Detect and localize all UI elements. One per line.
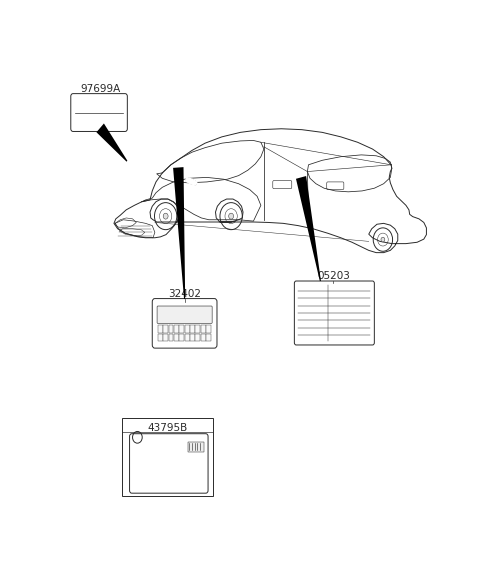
- Bar: [158, 333, 163, 342]
- Polygon shape: [173, 167, 185, 299]
- Bar: [201, 333, 205, 342]
- Bar: [168, 325, 173, 333]
- FancyBboxPatch shape: [130, 433, 208, 493]
- Text: 05203: 05203: [317, 270, 350, 281]
- Circle shape: [163, 213, 168, 219]
- Circle shape: [381, 238, 385, 242]
- Bar: [206, 333, 211, 342]
- Polygon shape: [296, 176, 321, 281]
- FancyBboxPatch shape: [327, 182, 344, 190]
- Polygon shape: [186, 177, 197, 185]
- Text: 32402: 32402: [168, 290, 201, 300]
- Bar: [179, 325, 184, 333]
- Bar: [185, 333, 190, 342]
- FancyBboxPatch shape: [273, 181, 292, 189]
- FancyBboxPatch shape: [294, 281, 374, 345]
- Text: 43795B: 43795B: [148, 423, 188, 433]
- Bar: [195, 333, 200, 342]
- Bar: [163, 325, 168, 333]
- Bar: [174, 325, 179, 333]
- FancyBboxPatch shape: [71, 94, 127, 132]
- Text: 97699A: 97699A: [81, 84, 120, 94]
- Bar: [190, 325, 195, 333]
- Bar: [188, 442, 204, 452]
- Bar: [163, 333, 168, 342]
- Bar: [179, 333, 184, 342]
- FancyBboxPatch shape: [157, 306, 212, 324]
- Polygon shape: [96, 123, 127, 161]
- FancyBboxPatch shape: [152, 298, 217, 348]
- Bar: [168, 333, 173, 342]
- Bar: [206, 325, 211, 333]
- Bar: [174, 333, 179, 342]
- Bar: [190, 333, 195, 342]
- Bar: [185, 325, 190, 333]
- Bar: [201, 325, 205, 333]
- Bar: [122, 418, 213, 496]
- Circle shape: [228, 213, 234, 219]
- Bar: [158, 325, 163, 333]
- Bar: [195, 325, 200, 333]
